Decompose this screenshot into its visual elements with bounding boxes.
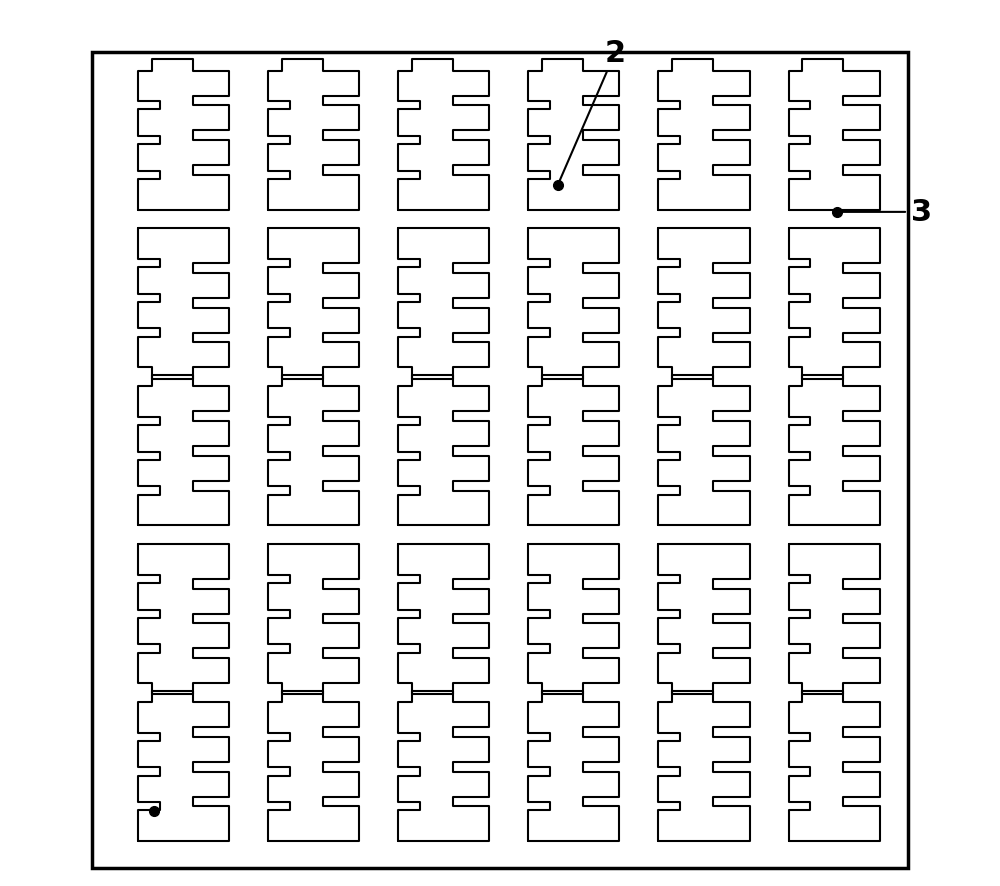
FancyBboxPatch shape [92,53,908,868]
Text: 2: 2 [559,39,626,183]
Text: 3: 3 [840,198,932,227]
